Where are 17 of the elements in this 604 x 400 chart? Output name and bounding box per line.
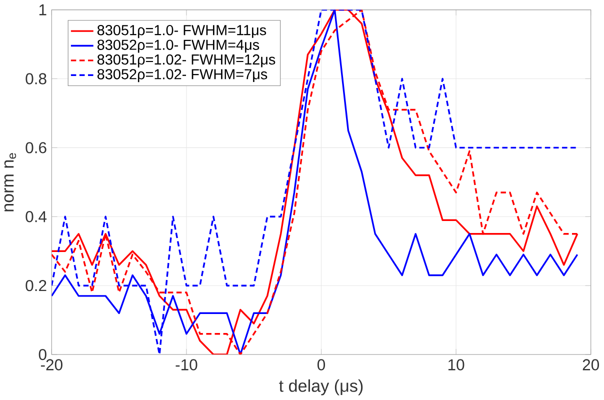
x-tick-label: 20 bbox=[582, 359, 600, 370]
legend-label: 83051ρ=1.0- FWHM=11μs bbox=[97, 25, 266, 38]
x-tick-label: -20 bbox=[40, 359, 62, 370]
x-tick-label: -10 bbox=[176, 359, 198, 370]
y-axis-title: norm n$_{e}$ bbox=[4, 153, 16, 212]
y-tick-label: 0 bbox=[38, 349, 46, 360]
y-tick-label: 0.2 bbox=[26, 280, 46, 292]
x-tick-label: 10 bbox=[448, 359, 464, 370]
x-axis-title: t delay (μs) bbox=[279, 380, 363, 396]
y-tick-label: 0.4 bbox=[26, 211, 47, 222]
legend-label: 83052ρ=1.02- FWHM=7μs bbox=[97, 69, 268, 82]
y-tick-label: 0.8 bbox=[26, 73, 46, 84]
x-tick-label: 0 bbox=[317, 359, 326, 370]
y-tick-label: 1 bbox=[39, 4, 46, 16]
y-tick-label: 0.6 bbox=[26, 142, 46, 154]
legend-label: 83052ρ=1.0- FWHM=4μs bbox=[97, 40, 260, 53]
legend-label: 83051ρ=1.02- FWHM=12μs bbox=[97, 54, 276, 68]
